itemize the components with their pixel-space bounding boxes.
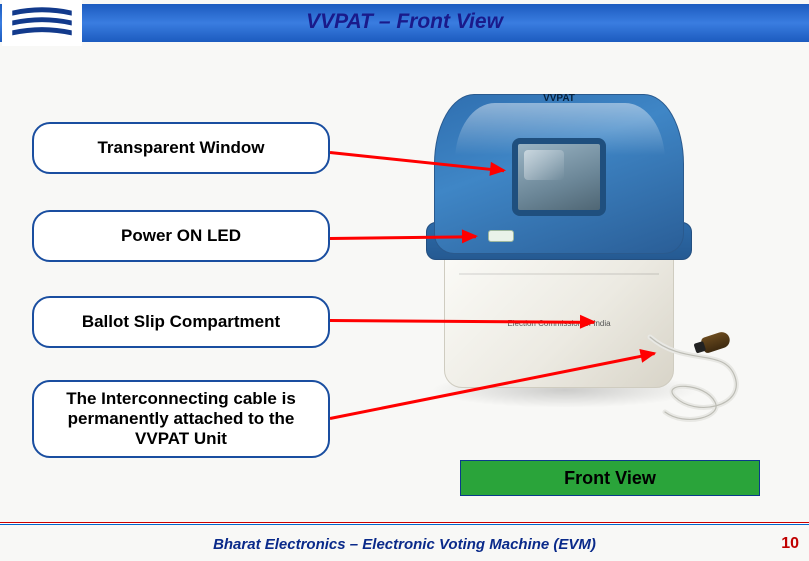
vvpat-title: VVPAT	[435, 93, 683, 104]
ballot-compartment-label: Ballot Slip Compartment	[32, 296, 330, 348]
device-illustration: Election Commission of India VVPAT	[380, 82, 760, 442]
slide: VVPAT – Front View Election Commission o…	[0, 0, 809, 561]
footer-text: Bharat Electronics – Electronic Voting M…	[0, 536, 809, 553]
footer-divider	[0, 522, 809, 525]
page-title: VVPAT – Front View	[0, 10, 809, 34]
front-view-caption: Front View	[460, 460, 760, 496]
ballot-compartment-label-text: Ballot Slip Compartment	[82, 312, 280, 332]
transparent-window-label: Transparent Window	[32, 122, 330, 174]
cable-label-text: The Interconnecting cable is permanently…	[42, 389, 320, 449]
power-led	[488, 230, 514, 242]
page-number: 10	[781, 535, 799, 553]
transparent-window-label-text: Transparent Window	[97, 138, 264, 158]
power-led-label-text: Power ON LED	[121, 226, 241, 246]
front-view-text: Front View	[564, 468, 656, 489]
power-led-label: Power ON LED	[32, 210, 330, 262]
transparent-window	[512, 138, 606, 216]
cable-label: The Interconnecting cable is permanently…	[32, 380, 330, 458]
